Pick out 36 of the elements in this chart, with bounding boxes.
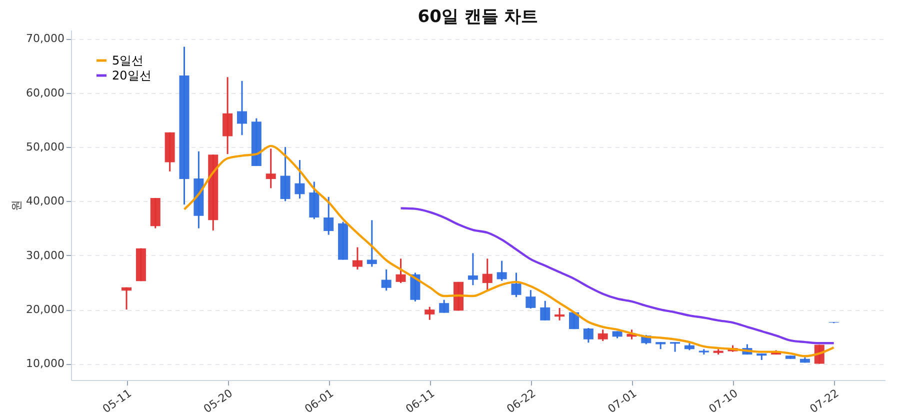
- candlestick: [540, 300, 550, 322]
- legend-label: 20일선: [112, 68, 152, 82]
- candlestick: [598, 328, 608, 342]
- candlestick: [266, 148, 276, 189]
- candlestick: [381, 268, 392, 292]
- candlestick: [294, 159, 305, 200]
- candlestick: [468, 252, 478, 286]
- candlestick: [324, 196, 334, 236]
- y-tick-label: 30,000: [26, 248, 64, 262]
- candlestick: [496, 260, 507, 282]
- candlestick: [554, 307, 565, 322]
- y-tick-label: 50,000: [26, 140, 64, 154]
- candlestick: [482, 258, 492, 291]
- y-tick-label: 10,000: [26, 357, 64, 370]
- candlestick: [670, 341, 680, 353]
- line-series: [183, 144, 835, 358]
- y-tick-label: 60,000: [26, 86, 64, 100]
- candlestick: [122, 286, 132, 310]
- candlestick: [526, 289, 536, 310]
- y-axis-title: 원: [10, 200, 24, 211]
- candlestick: [280, 146, 290, 202]
- y-tick-label: 70,000: [26, 32, 64, 46]
- candlestick: [439, 299, 450, 314]
- candlestick: [424, 306, 435, 321]
- candlestick: [352, 246, 362, 270]
- candlestick: [222, 76, 233, 155]
- chart-title: 60일 캔들 차트: [418, 7, 538, 27]
- candlestick: [583, 327, 594, 344]
- line-series: [400, 207, 835, 344]
- y-tick-label: 20,000: [26, 303, 64, 316]
- candlestick: [236, 80, 247, 136]
- candlestick: [511, 272, 522, 298]
- candlestick: [366, 219, 377, 268]
- y-tick-label: 40,000: [26, 194, 64, 208]
- candlestick: [396, 258, 406, 284]
- legend-label: 5일선: [112, 54, 144, 68]
